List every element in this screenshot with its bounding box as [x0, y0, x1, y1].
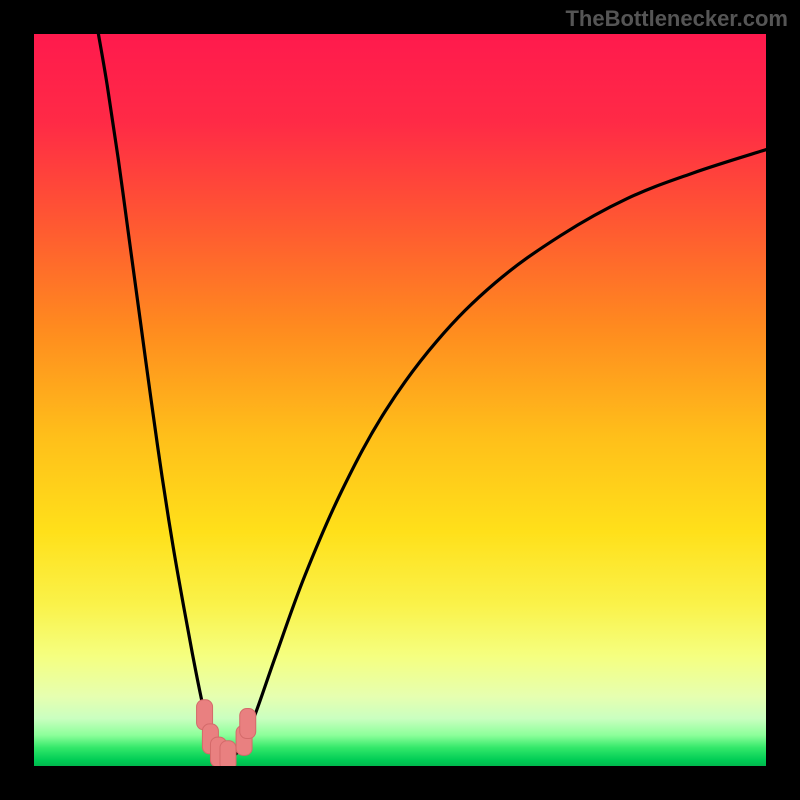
valley-marker	[220, 741, 236, 766]
plot-svg	[34, 34, 766, 766]
attribution-text: TheBottlenecker.com	[565, 6, 788, 32]
valley-marker	[240, 709, 256, 739]
plot-background	[34, 34, 766, 766]
figure-root: TheBottlenecker.com	[0, 0, 800, 800]
